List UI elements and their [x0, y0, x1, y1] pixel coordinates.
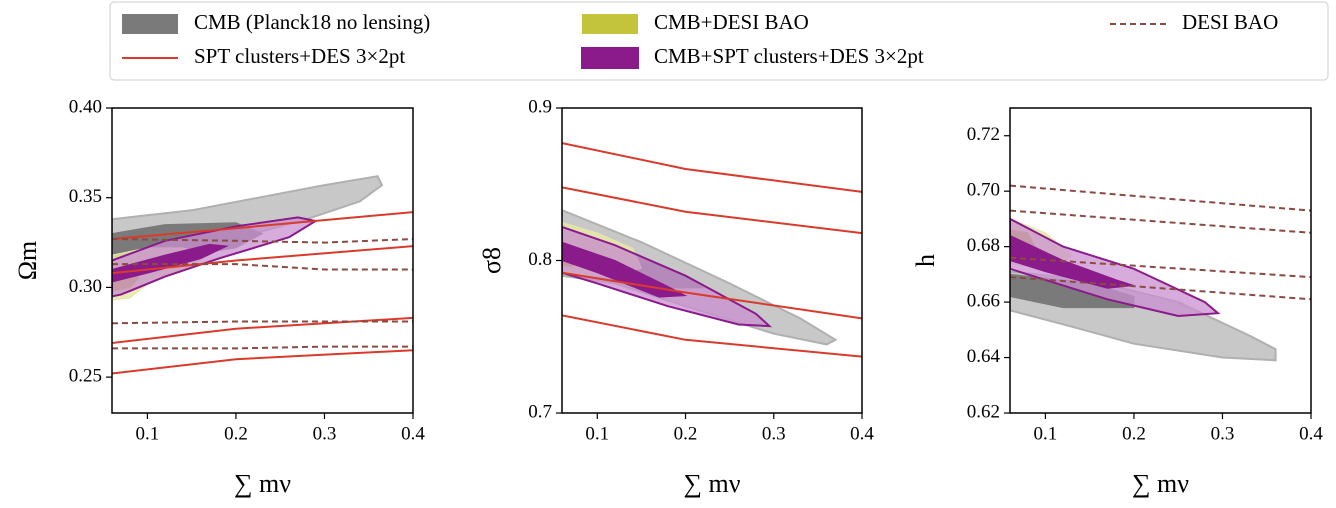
contour [562, 241, 688, 298]
y-tick-label: 0.66 [967, 290, 1000, 311]
y-axis-label: Ωm [13, 241, 42, 281]
contour [562, 225, 773, 328]
y-tick-label: 0.72 [967, 124, 1000, 145]
y-axis-label: h [911, 254, 940, 267]
plot-area [562, 142, 862, 358]
constraint-line [112, 263, 413, 271]
x-tick-label: 0.2 [224, 423, 248, 444]
x-axis-label: ∑ mν [1132, 469, 1189, 498]
legend-box [109, 1, 1329, 81]
legend-label: DESI BAO [1182, 10, 1278, 34]
constraint-line [1010, 209, 1311, 234]
y-tick-label: 0.35 [69, 186, 102, 207]
contour [1010, 217, 1221, 318]
y-tick-label: 0.7 [528, 401, 552, 422]
y-tick-label: 0.8 [528, 249, 552, 270]
constraint-line [1010, 184, 1311, 212]
legend-label: CMB+SPT clusters+DES 3×2pt [654, 44, 924, 68]
constraint-line [562, 271, 862, 320]
legend-label: SPT clusters+DES 3×2pt [194, 44, 405, 68]
x-axis-label: ∑ mν [683, 469, 740, 498]
axes-frame [111, 107, 414, 414]
constraint-line [562, 186, 862, 235]
y-tick-label: 0.40 [69, 96, 102, 117]
x-tick-label: 0.3 [762, 423, 786, 444]
x-tick-label: 0.4 [401, 423, 425, 444]
y-axis-label: σ8 [477, 247, 506, 274]
constraint-line [562, 314, 862, 358]
x-tick-label: 0.2 [674, 423, 698, 444]
constraint-line [112, 238, 413, 244]
legend-label: CMB (Planck18 no lensing) [194, 10, 430, 34]
legend-swatch [582, 14, 638, 34]
x-axis-label: ∑ mν [234, 469, 291, 498]
x-tick-label: 0.1 [136, 423, 160, 444]
x-tick-label: 0.1 [585, 423, 609, 444]
plot-area [1010, 184, 1311, 362]
constraint-line [562, 142, 862, 193]
contour [1010, 234, 1135, 289]
constraint-line [1010, 256, 1311, 279]
x-tick-label: 0.4 [1299, 423, 1323, 444]
y-tick-label: 0.64 [967, 346, 1001, 367]
y-tick-label: 0.25 [69, 365, 102, 386]
legend-swatch [122, 14, 178, 34]
axes-frame [1009, 107, 1312, 414]
legend-swatch [581, 47, 639, 69]
constraint-line [112, 211, 413, 240]
constraint-line [112, 245, 413, 275]
x-tick-label: 0.3 [1211, 423, 1235, 444]
x-tick-label: 0.2 [1122, 423, 1146, 444]
x-tick-label: 0.4 [850, 423, 874, 444]
constraint-line [112, 320, 413, 325]
y-tick-label: 0.9 [528, 96, 552, 117]
legend-label: CMB+DESI BAO [654, 10, 809, 34]
plot-area [112, 175, 413, 375]
x-tick-label: 0.3 [313, 423, 337, 444]
y-tick-label: 0.62 [967, 401, 1000, 422]
contour [112, 243, 229, 283]
constraint-line [1010, 276, 1311, 301]
y-tick-label: 0.30 [69, 276, 102, 297]
constraint-line [112, 349, 413, 375]
y-tick-label: 0.68 [967, 235, 1000, 256]
x-tick-label: 0.1 [1034, 423, 1058, 444]
y-tick-label: 0.70 [967, 180, 1000, 201]
constraint-line [112, 345, 413, 350]
